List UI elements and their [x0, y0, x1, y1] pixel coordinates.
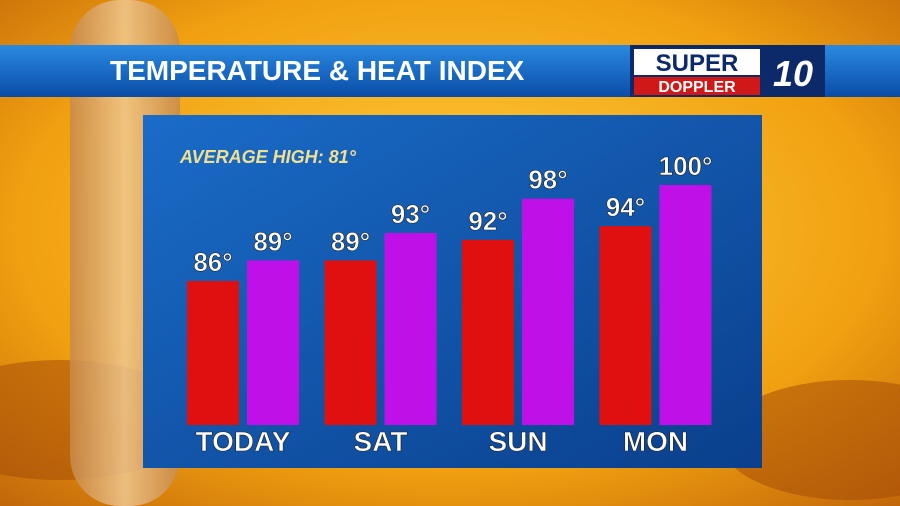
logo-top [634, 49, 760, 75]
logo-text: SUPER [656, 50, 739, 77]
value-label: 92° [468, 206, 507, 236]
logo-number: 10 [773, 53, 813, 94]
bar [599, 226, 652, 425]
x-tick-label: TODAY [196, 426, 291, 457]
title: TEMPERATURE & HEAT INDEX [110, 55, 525, 86]
x-tick-label: SAT [354, 426, 408, 457]
x-tick-label: SUN [488, 426, 547, 457]
value-label: 93° [391, 199, 430, 229]
value-label: 86° [193, 247, 232, 277]
bar [384, 233, 437, 425]
value-label: 89° [331, 226, 370, 256]
value-label: 100° [659, 151, 713, 181]
cloud [720, 380, 900, 500]
value-label: 89° [253, 226, 292, 256]
logo-text: DOPPLER [658, 79, 736, 96]
value-label: 98° [528, 165, 567, 195]
value-label: 94° [606, 192, 645, 222]
chart-panel [143, 115, 762, 468]
bar [462, 239, 514, 425]
logo-bottom [634, 77, 760, 95]
bar [522, 198, 574, 425]
bar [324, 260, 377, 425]
bar [187, 281, 239, 425]
annotation: AVERAGE HIGH: 81° [179, 147, 357, 167]
bar [247, 260, 299, 425]
x-tick-label: MON [623, 426, 688, 457]
bar [659, 185, 712, 425]
